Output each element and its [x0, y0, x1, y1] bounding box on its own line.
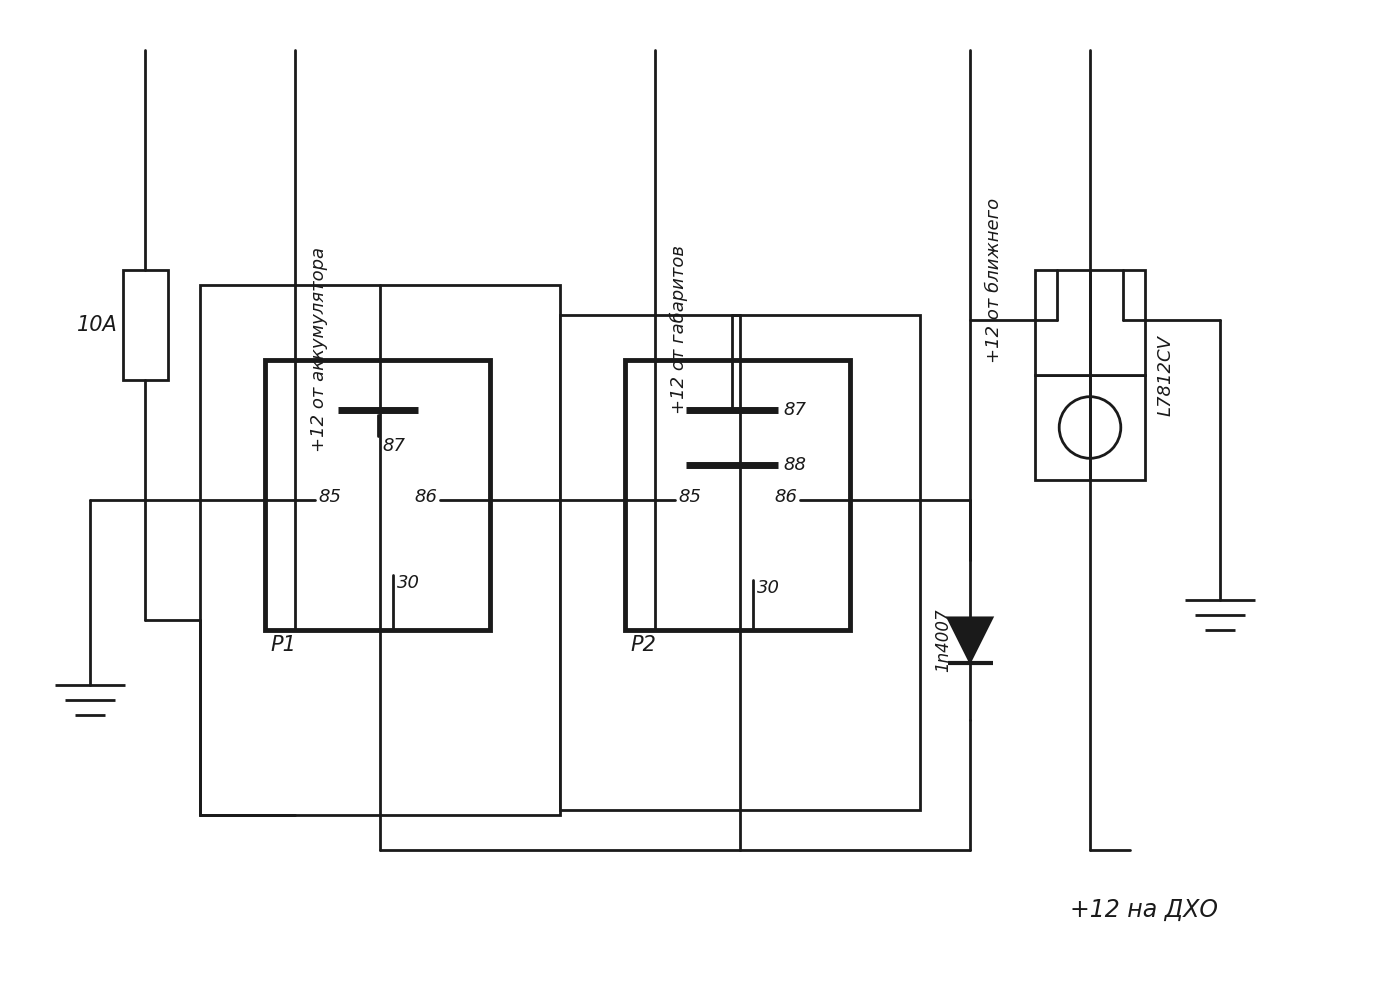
Text: +12 от ближнего: +12 от ближнего — [985, 197, 1003, 363]
Text: 30: 30 — [757, 579, 780, 597]
Bar — [1035, 270, 1145, 375]
Text: 1n4007: 1n4007 — [934, 608, 952, 672]
Text: +12 от аккумулятора: +12 от аккумулятора — [311, 247, 328, 452]
Bar — [1035, 375, 1145, 480]
Text: 30: 30 — [397, 574, 420, 592]
Bar — [561, 315, 921, 810]
Bar — [265, 360, 491, 630]
Bar — [625, 360, 851, 630]
Text: 10A: 10A — [77, 315, 118, 335]
Bar — [122, 270, 168, 380]
Polygon shape — [948, 617, 992, 662]
Bar — [201, 285, 561, 815]
Text: 88: 88 — [783, 456, 807, 474]
Text: 87: 87 — [382, 437, 405, 455]
Text: 87: 87 — [783, 401, 807, 419]
Text: 85: 85 — [317, 488, 341, 506]
Text: +12 на ДХО: +12 на ДХО — [1070, 898, 1217, 922]
Text: +12 от габаритов: +12 от габаритов — [671, 245, 688, 414]
Text: 86: 86 — [414, 488, 437, 506]
Text: L7812CV: L7812CV — [1157, 334, 1175, 416]
Text: P1: P1 — [271, 635, 295, 655]
Text: P2: P2 — [631, 635, 655, 655]
Text: 85: 85 — [677, 488, 701, 506]
Text: 86: 86 — [774, 488, 797, 506]
